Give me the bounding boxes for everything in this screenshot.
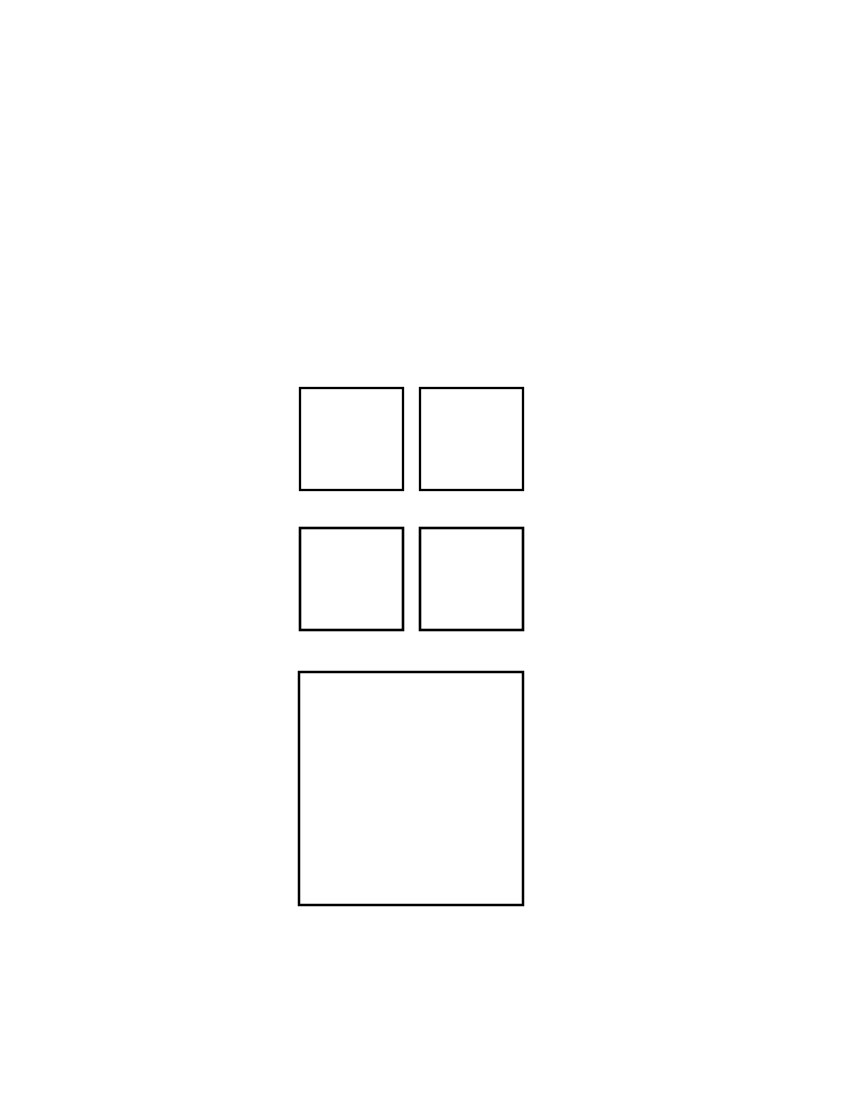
particle-box-left [298, 526, 405, 632]
comparison-box-right [418, 386, 525, 492]
contour-panel [297, 670, 525, 907]
comparison-panel [298, 386, 525, 492]
particle-box-right [418, 526, 525, 632]
comparison-box-left [298, 386, 405, 492]
particle-motion-panel [298, 526, 525, 632]
contour-box [297, 670, 525, 907]
